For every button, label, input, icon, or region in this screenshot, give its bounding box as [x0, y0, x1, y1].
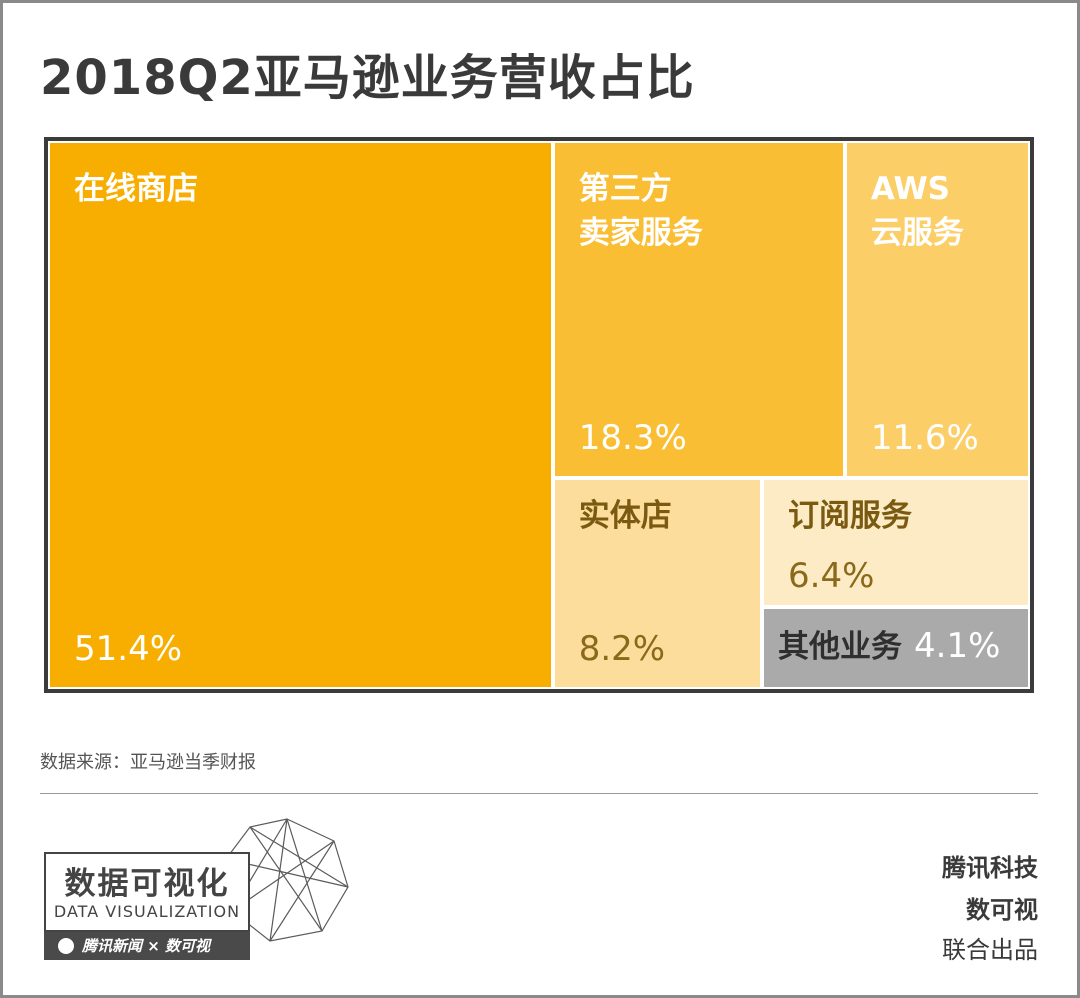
- treemap-cell-third-party: 第三方 卖家服务 18.3%: [552, 141, 845, 479]
- cell-value-other: 4.1%: [914, 625, 1001, 666]
- treemap-cell-other: 其他业务 4.1%: [762, 606, 1030, 689]
- footer-divider: [40, 793, 1038, 794]
- cell-name-subscription: 订阅服务: [788, 498, 913, 535]
- data-source-note: 数据来源：亚马逊当季财报: [40, 752, 256, 773]
- treemap-cell-aws: AWS 云服务 11.6%: [844, 141, 1030, 479]
- cell-name-third-party: 第三方 卖家服务: [578, 171, 703, 251]
- treemap-cell-subscription: 订阅服务 6.4%: [762, 478, 1030, 607]
- cell-value-online-store: 51.4%: [74, 629, 183, 669]
- credit-shukeshi: 数可视: [966, 896, 1038, 924]
- cell-name-online-store: 在线商店: [74, 171, 198, 207]
- logo-partner-text: 腾讯新闻 × 数可视: [82, 937, 211, 955]
- data-visualization-logo: 数据可视化 DATA VISUALIZATION: [44, 852, 250, 932]
- cell-value-aws: 11.6%: [870, 418, 979, 459]
- credit-joint-production: 联合出品: [942, 936, 1038, 964]
- tencent-news-icon: [58, 938, 74, 954]
- logo-title-en: DATA VISUALIZATION: [53, 902, 241, 921]
- credit-tencent-tech: 腾讯科技: [942, 854, 1038, 882]
- logo-partner-bar: 腾讯新闻 × 数可视: [44, 932, 250, 960]
- cell-value-third-party: 18.3%: [578, 418, 687, 459]
- cell-value-subscription: 6.4%: [788, 556, 875, 597]
- chart-title: 2018Q2亚马逊业务营收占比: [40, 50, 695, 106]
- treemap-cell-physical-stores: 实体店 8.2%: [552, 478, 762, 689]
- cell-name-physical-stores: 实体店: [578, 498, 672, 535]
- cell-value-physical-stores: 8.2%: [578, 628, 666, 669]
- cell-name-other: 其他业务: [778, 628, 903, 665]
- treemap-chart: 在线商店 51.4% 第三方 卖家服务 18.3% AWS 云服务 11.6% …: [44, 137, 1034, 693]
- logo-title-cn: 数据可视化: [64, 866, 230, 902]
- cell-label-other: 其他业务 4.1%: [778, 621, 1000, 666]
- treemap-cell-online-store: 在线商店 51.4%: [48, 141, 553, 689]
- cell-name-aws: AWS 云服务: [870, 171, 964, 251]
